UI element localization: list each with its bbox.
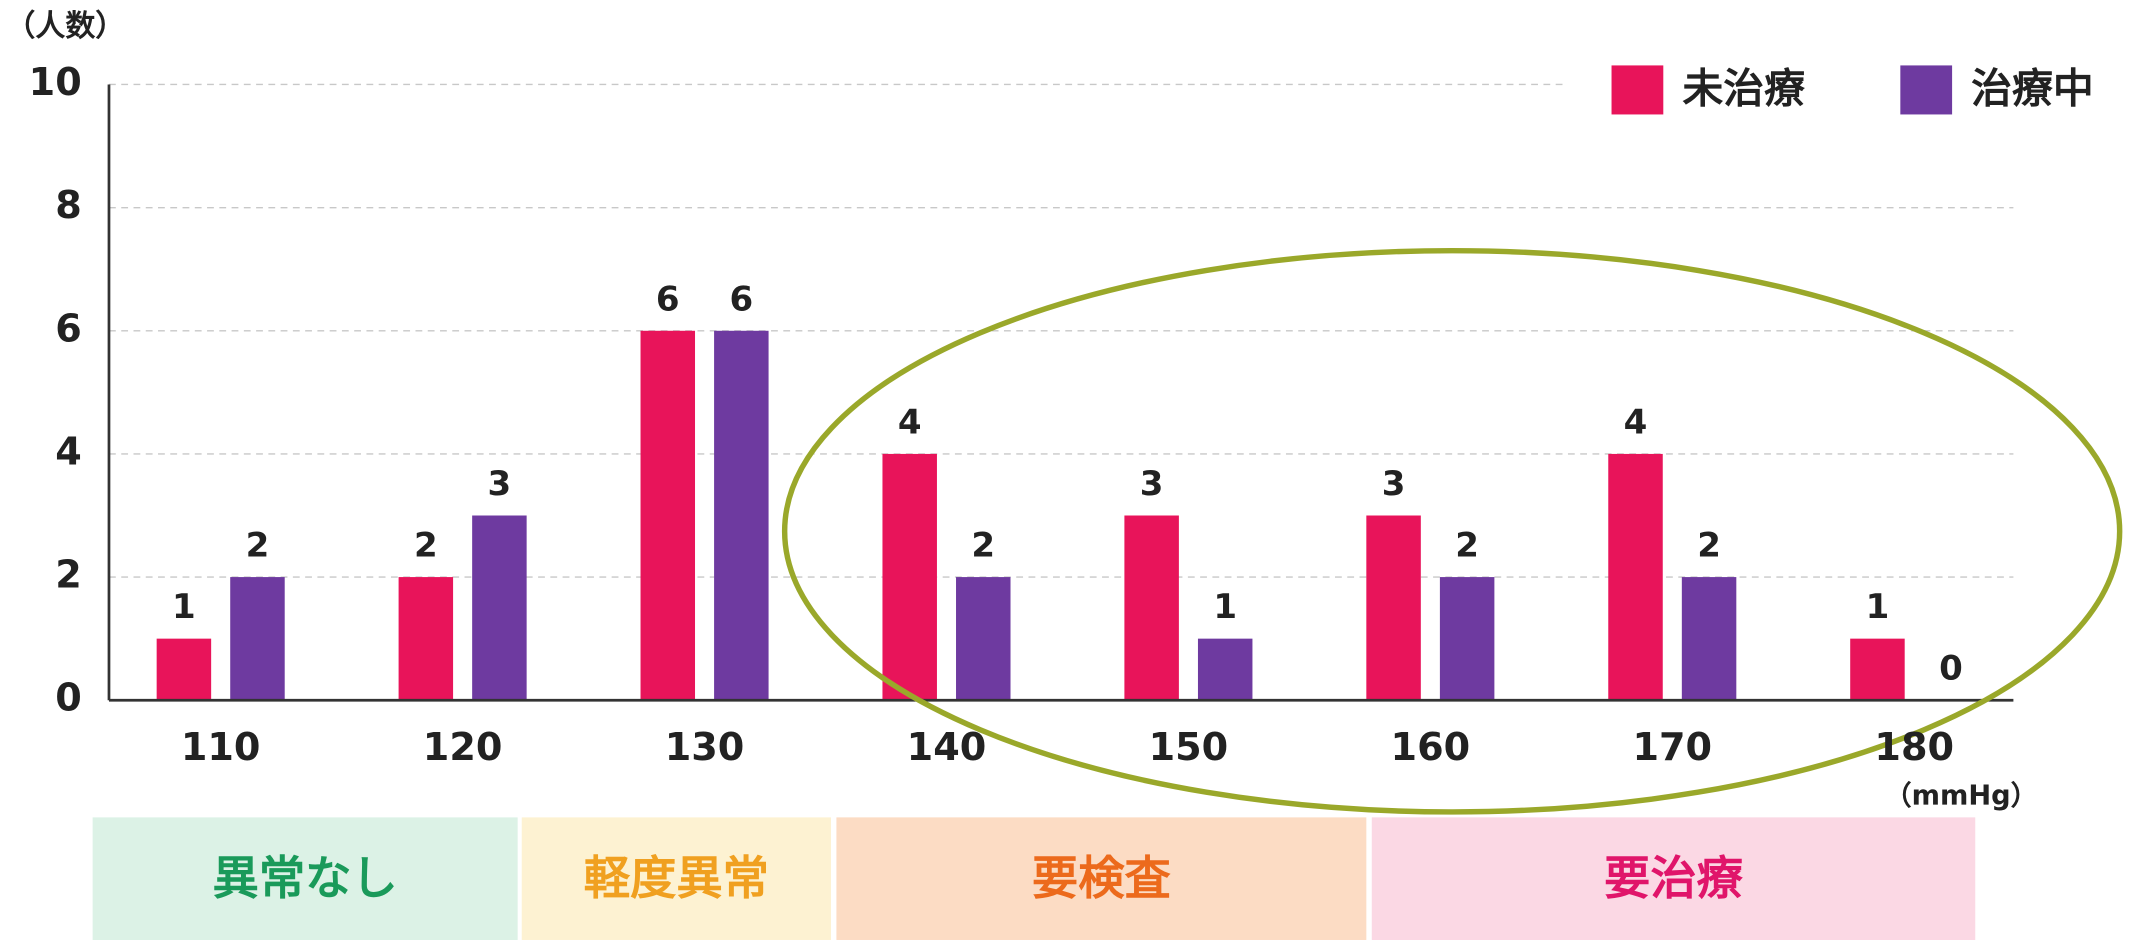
bar [1681, 577, 1737, 701]
bar [398, 577, 454, 701]
x-tick-label: 120 [423, 725, 503, 769]
bar [1439, 577, 1495, 701]
x-tick-label: 110 [181, 725, 261, 769]
legend-label: 治療中 [1971, 64, 2094, 112]
x-tick-label: 160 [1391, 725, 1471, 769]
category-bands: 異常なし 軽度異常 要検査 要治療 [92, 817, 1976, 940]
y-tick-label: 10 [29, 60, 82, 104]
grid [108, 83, 2014, 578]
x-tick-label: 140 [907, 725, 987, 769]
value-label: 2 [1697, 526, 1721, 566]
band-label: 要検査 [1032, 851, 1172, 905]
value-label: 4 [898, 402, 922, 442]
value-label: 4 [1624, 402, 1648, 442]
y-tick-label: 0 [55, 676, 82, 720]
bar [714, 330, 769, 701]
value-label: 6 [656, 279, 680, 319]
band [521, 817, 831, 940]
value-label: 2 [1455, 526, 1479, 566]
band [92, 817, 518, 940]
y-axis-label: （人数） [5, 9, 125, 44]
value-label: 3 [1382, 464, 1406, 504]
band [836, 817, 1367, 940]
band-label: 軽度異常 [584, 851, 769, 905]
y-tick-label: 4 [55, 429, 82, 473]
band [1371, 817, 1976, 940]
y-tick-label: 8 [55, 183, 82, 227]
x-tick-label: 180 [1874, 725, 1954, 769]
bars: 1 2 2 3 6 6 4 2 3 1 3 2 4 2 1 0 [156, 279, 1963, 701]
value-label: 2 [246, 526, 270, 566]
y-tick-label: 2 [55, 553, 82, 597]
x-tick-label: 130 [665, 725, 745, 769]
band-label: 要治療 [1604, 851, 1744, 905]
x-tick-label: 150 [1149, 725, 1229, 769]
legend-label: 未治療 [1682, 64, 1805, 112]
band-label: 異常なし [213, 851, 398, 905]
bar [1124, 515, 1179, 701]
highlight-ellipse [781, 247, 2123, 815]
legend: 未治療 治療中 [1566, 54, 2126, 123]
bar [230, 577, 285, 701]
value-label: 2 [414, 526, 438, 566]
value-label: 1 [172, 587, 196, 627]
bar [1850, 638, 1905, 701]
bar [1197, 638, 1253, 701]
legend-swatch [1611, 65, 1664, 115]
value-label: 1 [1213, 587, 1237, 627]
y-tick-label: 6 [55, 306, 82, 350]
bar [640, 330, 696, 701]
value-label: 3 [488, 464, 512, 504]
legend-swatch [1900, 65, 1953, 115]
bar [882, 453, 937, 701]
bar [1366, 515, 1421, 701]
value-label: 2 [971, 526, 995, 566]
value-label: 3 [1140, 464, 1164, 504]
bar [1608, 453, 1663, 701]
bar [472, 515, 527, 701]
bar [956, 577, 1011, 701]
value-label: 6 [729, 279, 753, 319]
x-tick-label: 170 [1632, 725, 1712, 769]
value-label: 0 [1939, 649, 1963, 689]
bar [156, 638, 212, 701]
value-label: 1 [1866, 587, 1890, 627]
x-unit-label: （mmHg） [1884, 780, 2038, 811]
